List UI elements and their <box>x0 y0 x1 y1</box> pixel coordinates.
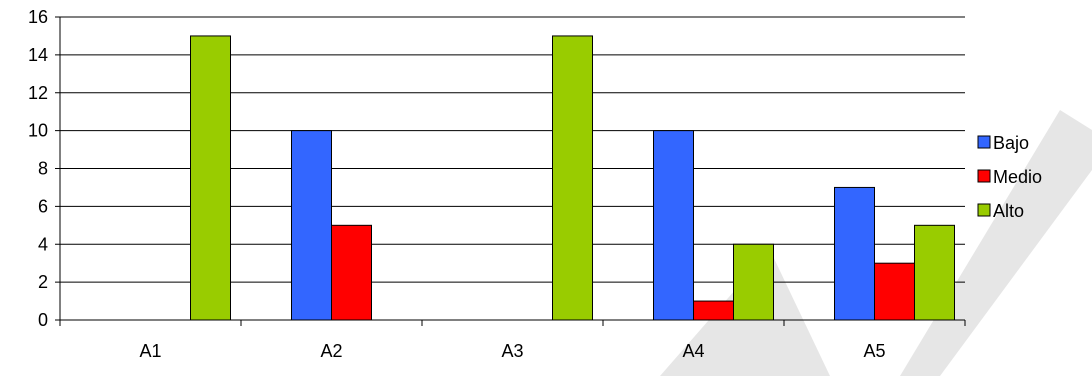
bar-bajo-a2 <box>291 130 332 321</box>
bar-bajo-a4 <box>653 130 694 321</box>
legend-swatch-bajo <box>977 135 991 149</box>
x-category-label: A1 <box>139 341 161 361</box>
bar-alto-a3 <box>552 35 593 321</box>
legend-swatch-alto <box>977 203 991 217</box>
bar-alto-a1 <box>190 35 231 321</box>
x-category-label: A2 <box>320 341 342 361</box>
y-tick-label: 0 <box>38 310 48 330</box>
legend-label-alto: Alto <box>993 201 1024 221</box>
legend-label-bajo: Bajo <box>993 133 1029 153</box>
y-tick-label: 6 <box>38 196 48 216</box>
x-category-label: A5 <box>863 341 885 361</box>
bar-medio-a4 <box>693 300 734 321</box>
y-axis-ticks: 0 2 4 6 8 10 12 14 16 <box>28 7 60 330</box>
bars <box>190 35 955 321</box>
y-tick-label: 4 <box>38 234 48 254</box>
bar-alto-a4 <box>733 243 774 321</box>
y-tick-label: 12 <box>28 83 48 103</box>
y-tick-label: 16 <box>28 7 48 27</box>
y-tick-label: 14 <box>28 45 48 65</box>
x-category-label: A4 <box>682 341 704 361</box>
y-tick-label: 8 <box>38 159 48 179</box>
bar-bajo-a5 <box>834 186 875 321</box>
bar-alto-a5 <box>914 224 955 321</box>
legend: Bajo Medio Alto <box>977 133 1042 221</box>
legend-label-medio: Medio <box>993 167 1042 187</box>
axes <box>59 17 966 326</box>
legend-swatch-medio <box>977 169 991 183</box>
y-tick-label: 2 <box>38 272 48 292</box>
bar-medio-a2 <box>331 224 372 321</box>
bar-medio-a5 <box>874 262 915 321</box>
y-tick-label: 10 <box>28 121 48 141</box>
x-axis-categories: A1 A2 A3 A4 A5 <box>139 341 885 361</box>
x-category-label: A3 <box>501 341 523 361</box>
